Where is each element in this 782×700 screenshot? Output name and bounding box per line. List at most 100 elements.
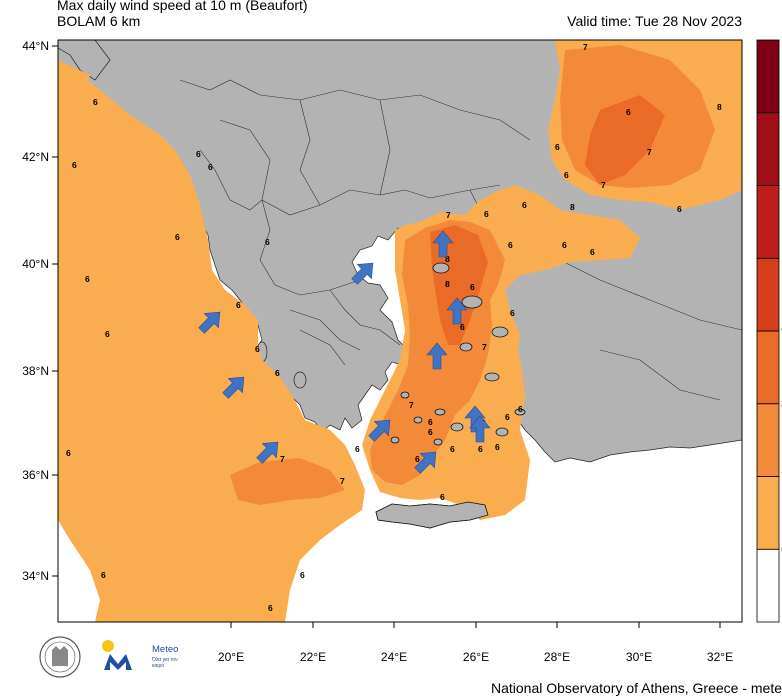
contour-label: 6 <box>428 417 433 427</box>
colorbar-segment <box>756 548 780 623</box>
colorbar-segment <box>756 39 780 114</box>
wind-arrows <box>198 230 491 474</box>
contour-label: 6 <box>564 170 569 180</box>
contour-label: 6 <box>101 570 106 580</box>
contour-label: 6 <box>677 204 682 214</box>
map-title: Max daily wind speed at 10 m (Beaufort) … <box>57 0 308 29</box>
lat-tick-label: 40°N <box>22 257 49 271</box>
contour-label: 8 <box>717 102 722 112</box>
longitude-axis: 20°E 22°E 24°E 26°E 28°E 30°E 32°E <box>218 622 733 664</box>
meteo-m-logo-icon <box>104 654 132 670</box>
contour-label: 6 <box>470 282 475 292</box>
observatory-seal <box>39 636 81 678</box>
map-title-line2: BOLAM 6 km <box>57 13 141 29</box>
cretan-sea-tongue <box>230 458 345 505</box>
contour-label: 6 <box>415 454 420 464</box>
lat-tick-label: 34°N <box>22 569 49 583</box>
contour-label: 6 <box>495 442 500 452</box>
contour-label: 6 <box>484 209 489 219</box>
lon-tick-label: 22°E <box>300 650 326 664</box>
crete-coastline <box>375 501 489 529</box>
meteo-logo-subtext: Όλα για τον καιρό <box>152 657 178 669</box>
arrow-ionian-north-icon <box>198 311 221 334</box>
contour-label: 7 <box>409 400 414 410</box>
contour-label: 6 <box>450 444 455 454</box>
valid-time: Valid time: Tue 28 Nov 2023 <box>567 13 742 29</box>
colorbar-segment <box>756 476 780 550</box>
contour-label: 6 <box>518 404 523 414</box>
arrow-skyros-icon <box>426 342 448 370</box>
contour-label: 6 <box>196 149 201 159</box>
lon-tick-label: 30°E <box>626 650 652 664</box>
black-sea-8-area <box>585 95 665 185</box>
sun-icon <box>102 640 114 652</box>
lon-tick-label: 26°E <box>463 650 489 664</box>
plot-frame <box>57 39 743 623</box>
contour-label: 6 <box>72 160 77 170</box>
contour-labels: 6 6 6 6 6 6 7 6 8 7 6 6 7 8 6 6 7 6 6 6 6 6 6 8 6 6 6 7 6 6 6 6 6 6 6 6 6 6 6 7… <box>66 42 722 613</box>
meteo-logo-text: Meteo <box>152 644 179 655</box>
logo-area <box>39 636 132 678</box>
arrow-cyclades-south-icon <box>469 415 491 443</box>
contour-label: 8 <box>570 202 575 212</box>
contour-label: 6 <box>522 200 527 210</box>
colorbar-segment <box>756 185 780 259</box>
colorbar-segment <box>756 403 780 477</box>
lon-tick-label: 20°E <box>218 650 244 664</box>
contour-label: 6 <box>508 240 513 250</box>
arrow-cyclades-west-icon <box>368 419 391 442</box>
arrow-cyclades-east-icon <box>414 451 437 474</box>
contour-label: 6 <box>105 329 110 339</box>
contour-label: 7 <box>647 147 652 157</box>
contour-label: 6 <box>300 570 305 580</box>
contour-label: 6 <box>265 237 270 247</box>
colorbar-segment <box>756 330 780 405</box>
colorbar: 6789101112 <box>756 39 782 623</box>
latitude-axis: 44°N 42°N 40°N 38°N 36°N 34°N <box>22 39 58 583</box>
contour-label: 6 <box>590 247 595 257</box>
map-plot-area: 6 6 6 6 6 6 7 6 8 7 6 6 7 8 6 6 7 6 6 6 6 6 6 8 6 6 6 7 6 6 6 6 6 6 6 6 6 6 6 7… <box>58 40 742 622</box>
contour-label: 6 <box>268 603 273 613</box>
contour-label: 8 <box>445 254 450 264</box>
lat-tick-label: 36°N <box>22 468 49 482</box>
arrow-north-aegean-icon <box>351 262 374 285</box>
lat-tick-label: 42°N <box>22 150 49 164</box>
colorbar-segment <box>756 112 780 186</box>
contour-label: 7 <box>446 210 451 220</box>
arrow-ionian-south-icon <box>256 441 279 464</box>
arrow-ionian-mid-icon <box>222 376 245 399</box>
contour-label: 6 <box>562 240 567 250</box>
contour-label: 6 <box>208 162 213 172</box>
lat-tick-label: 44°N <box>22 39 49 53</box>
lat-tick-label: 38°N <box>22 364 49 378</box>
contour-label: 6 <box>236 300 241 310</box>
contour-label: 7 <box>482 342 487 352</box>
contour-label: 6 <box>275 368 280 378</box>
contour-label: 6 <box>355 444 360 454</box>
credit-text: National Observatory of Athens, Greece -… <box>490 680 782 696</box>
map-title-line1: Max daily wind speed at 10 m (Beaufort) <box>57 0 308 13</box>
lon-tick-label: 24°E <box>381 650 407 664</box>
contour-label: 7 <box>583 42 588 52</box>
contour-label: 6 <box>510 308 515 318</box>
arrow-lemnos-icon <box>446 297 468 325</box>
country-borders <box>179 79 742 401</box>
contour-label: 7 <box>340 476 345 486</box>
contour-label: 8 <box>445 279 450 289</box>
contour-label: 7 <box>601 180 606 190</box>
contour-label: 6 <box>626 107 631 117</box>
contour-label: 6 <box>440 492 445 502</box>
ligurian-tail-area <box>58 60 90 100</box>
contour-label: 6 <box>93 97 98 107</box>
contour-label: 6 <box>478 444 483 454</box>
lon-tick-label: 28°E <box>544 650 570 664</box>
arrow-thermaic-icon <box>432 230 454 258</box>
contour-label: 6 <box>460 322 465 332</box>
colorbar-segment <box>756 257 780 332</box>
contour-label: 6 <box>175 232 180 242</box>
contour-label: 7 <box>280 454 285 464</box>
contour-label: 6 <box>66 448 71 458</box>
contour-label: 6 <box>555 142 560 152</box>
lon-tick-label: 32°E <box>707 650 733 664</box>
